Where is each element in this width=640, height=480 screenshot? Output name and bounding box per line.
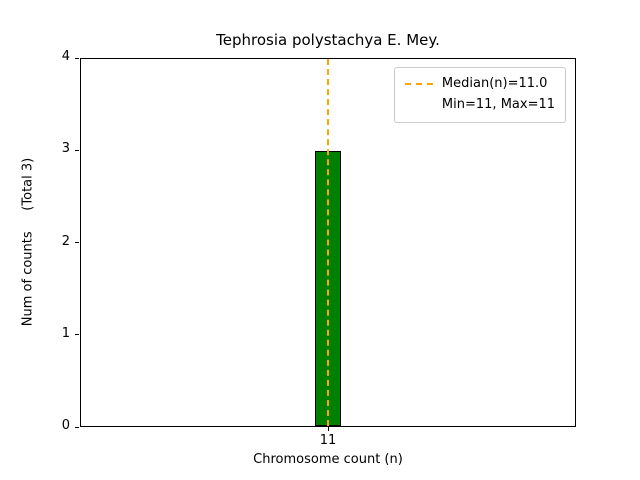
median-dashed-line-swatch	[404, 83, 433, 86]
legend: Median(n)=11.0 Min=11, Max=11	[393, 67, 566, 123]
y-tick	[75, 149, 79, 151]
y-tick	[75, 242, 79, 243]
y-tick	[75, 57, 79, 59]
y-tick	[75, 334, 79, 336]
plot-area: Median(n)=11.0 Min=11, Max=11	[80, 58, 576, 427]
y-tick-label: 0	[61, 418, 70, 433]
legend-row-median: Median(n)=11.0	[404, 74, 555, 95]
legend-entry-median: Median(n)=11.0	[441, 76, 548, 91]
y-tick-label: 1	[61, 325, 70, 341]
y-tick	[75, 426, 79, 428]
x-axis-label: Chromosome count (n)	[253, 452, 403, 467]
legend-entry-minmax: Min=11, Max=11	[441, 96, 555, 112]
chart-title: Tephrosia polystachya E. Mey.	[216, 31, 440, 49]
y-axis-label: Num of counts (Total 3)	[20, 157, 36, 327]
median-line	[327, 59, 329, 426]
legend-row-minmax: Min=11, Max=11	[405, 95, 555, 116]
y-tick-label: 2	[61, 233, 70, 249]
x-tick	[327, 427, 329, 431]
y-tick-label: 3	[61, 141, 70, 157]
x-tick-label: 11	[319, 433, 337, 448]
y-tick-label: 4	[61, 49, 70, 64]
